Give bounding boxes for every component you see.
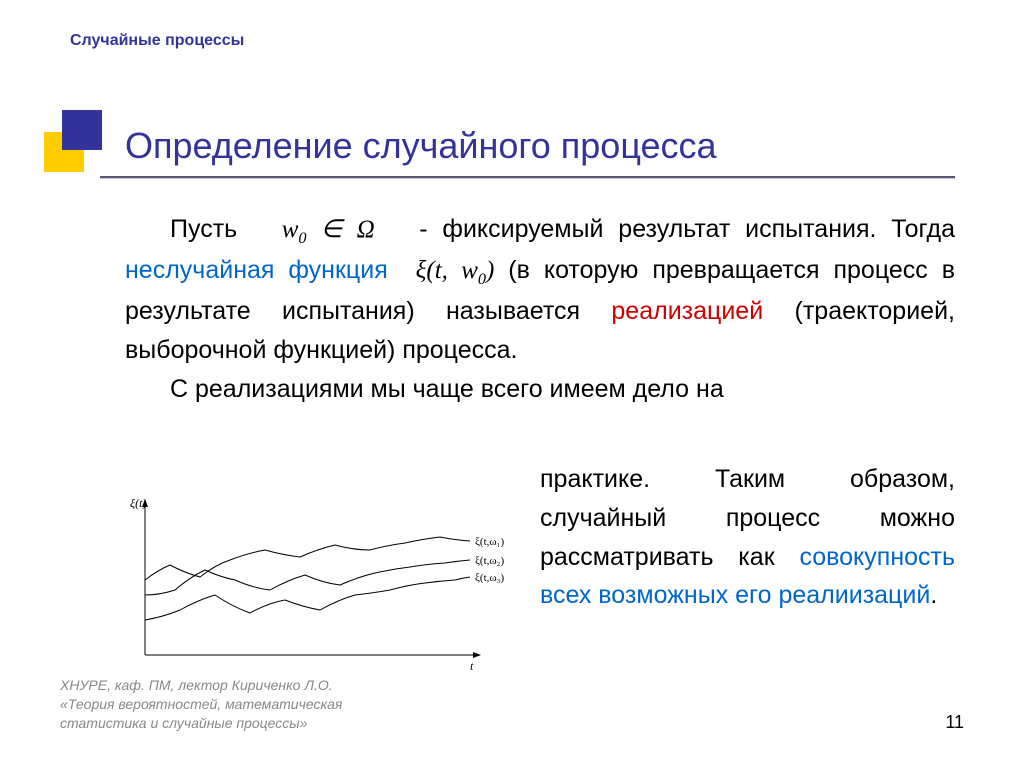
y-axis-label: ξ(t) — [130, 496, 146, 510]
footer-citation: ХНУРЕ, каф. ПМ, лектор Кириченко Л.О. «Т… — [60, 676, 342, 733]
logo-navy-square — [62, 110, 102, 150]
page-number: 11 — [945, 712, 964, 733]
right-column-text: практике. Таким образом, случайный проце… — [540, 460, 955, 615]
body-text: Пусть w0 ∈ Ω - фиксируемый результат исп… — [125, 210, 955, 409]
curve-1 — [145, 537, 470, 580]
header-label: Случайные процессы — [70, 32, 244, 50]
realization-chart: ξ(t) t ξ(t,ω₁) ξ(t,ω₂) ξ(t,ω₃) — [130, 495, 520, 695]
text-segment: С реализациями мы чаще всего имеем дело … — [170, 375, 724, 403]
curve-2 — [145, 560, 470, 595]
chart-svg: ξ(t) t ξ(t,ω₁) ξ(t,ω₂) ξ(t,ω₃) — [130, 495, 520, 695]
footer-line-2: «Теория вероятностей, математическая — [60, 695, 342, 714]
x-axis-label: t — [470, 659, 474, 673]
slide-title: Определение случайного процесса — [125, 125, 717, 167]
curve-2-label: ξ(t,ω₂) — [475, 555, 504, 567]
footer-line-3: статистика и случайные процессы» — [60, 714, 342, 733]
text-segment: . — [930, 581, 937, 609]
red-term: реализацией — [611, 297, 763, 325]
text-segment: - фиксируемый результат испытания. Тогда — [419, 215, 955, 243]
footer-line-1: ХНУРЕ, каф. ПМ, лектор Кириченко Л.О. — [60, 676, 342, 695]
curve-1-label: ξ(t,ω₁) — [475, 536, 504, 548]
curve-3 — [145, 577, 470, 620]
text-segment: Пусть — [170, 215, 237, 243]
formula-w0: w0 ∈ Ω — [282, 216, 375, 243]
blue-term: неслучайная функция — [125, 256, 388, 284]
logo — [38, 110, 110, 182]
title-underline-light — [100, 178, 955, 179]
curve-3-label: ξ(t,ω₃) — [475, 572, 504, 584]
formula-xi: ξ(t, w0) — [416, 257, 495, 284]
